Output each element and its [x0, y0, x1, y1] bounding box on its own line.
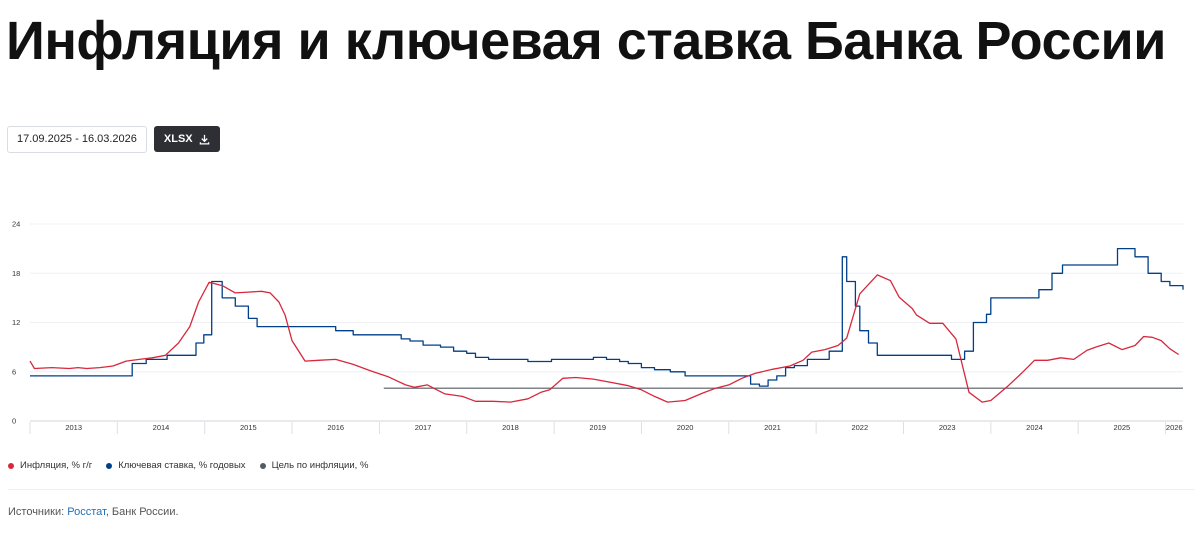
legend-dot-target	[259, 462, 266, 469]
legend-label-key-rate: Ключевая ставка, % годовых	[118, 460, 246, 471]
chart-toolbar: 17.09.2025 - 16.03.2026 XLSX	[7, 126, 220, 153]
divider	[8, 489, 1194, 490]
legend-dot-key-rate	[106, 462, 113, 469]
rosstat-link[interactable]: Росстат	[67, 506, 106, 518]
x-tick-label: 2025	[1114, 423, 1131, 432]
y-tick-label: 0	[12, 417, 16, 426]
legend-label-inflation: Инфляция, % г/г	[20, 460, 93, 471]
x-tick-label: 2018	[502, 423, 519, 432]
x-tick-label: 2017	[415, 423, 432, 432]
x-tick-label: 2026	[1166, 423, 1183, 432]
legend-label-target: Цель по инфляции, %	[271, 460, 369, 471]
sources-prefix: Источники:	[8, 506, 68, 518]
x-tick-label: 2023	[939, 423, 956, 432]
date-range-picker[interactable]: 17.09.2025 - 16.03.2026	[7, 126, 147, 153]
x-tick-label: 2015	[240, 423, 257, 432]
legend-item-inflation[interactable]: Инфляция, % г/г	[8, 460, 92, 471]
export-xlsx-label: XLSX	[163, 133, 193, 145]
y-tick-label: 18	[12, 269, 20, 278]
x-tick-label: 2016	[327, 423, 344, 432]
sources-note: Источники: Росстат, Банк России.	[8, 506, 179, 518]
y-tick-label: 12	[12, 318, 20, 327]
x-tick-label: 2021	[764, 423, 781, 432]
legend-item-target[interactable]: Цель по инфляции, %	[259, 460, 369, 471]
inflation-rate-chart: 0 6 12 18 24 2013 2014 2015 2016 2017 2018 2019 2020…	[12, 220, 1184, 434]
y-tick-label: 24	[12, 220, 20, 229]
legend-dot-inflation	[8, 462, 14, 469]
x-tick-label: 2013	[65, 423, 82, 432]
page-title: Инфляция и ключевая ставка Банка России	[6, 11, 1166, 71]
key-rate-line	[30, 247, 1184, 387]
download-icon	[199, 134, 209, 145]
x-tick-label: 2020	[677, 423, 694, 432]
x-tick-label: 2014	[153, 423, 170, 432]
sources-suffix: , Банк России.	[105, 506, 179, 518]
legend-item-key-rate[interactable]: Ключевая ставка, % годовых	[106, 460, 246, 471]
chart-legend: Инфляция, % г/г Ключевая ставка, % годов…	[8, 460, 368, 471]
export-xlsx-button[interactable]: XLSX	[153, 126, 220, 152]
x-tick-label: 2022	[851, 423, 868, 432]
x-tick-label: 2024	[1026, 423, 1043, 432]
inflation-line	[29, 274, 1179, 403]
y-tick-label: 6	[12, 367, 16, 376]
x-tick-label: 2019	[589, 423, 606, 432]
